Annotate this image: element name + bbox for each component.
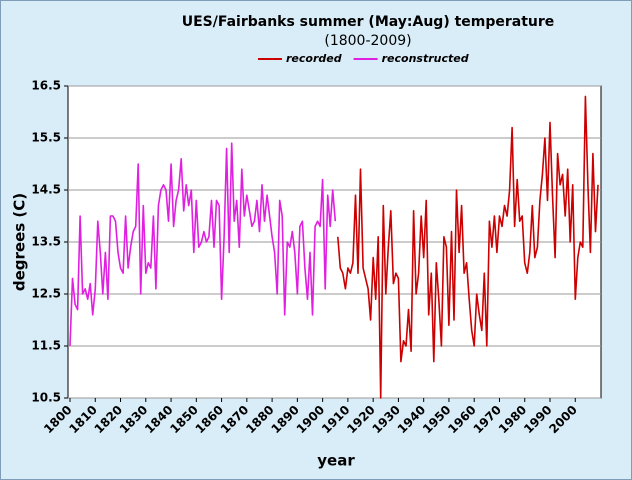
series-line [69, 142, 337, 347]
y-tick-label: 16.5 [31, 79, 61, 93]
y-tick-label: 14.5 [31, 183, 61, 197]
chart-title: UES/Fairbanks summer (May:Aug) temperatu… [182, 14, 555, 30]
x-axis-label: year [317, 452, 355, 470]
y-axis-label: degrees (C) [11, 193, 29, 291]
legend-label: recorded [286, 52, 342, 65]
y-tick-label: 13.5 [31, 235, 61, 249]
legend-label: reconstructed [382, 52, 469, 65]
chart-subtitle: (1800-2009) [324, 33, 411, 49]
y-tick-label: 10.5 [31, 391, 61, 405]
y-tick-label: 12.5 [31, 287, 61, 301]
series-line [337, 95, 599, 399]
y-tick-label: 15.5 [31, 131, 61, 145]
y-tick-label: 11.5 [31, 339, 61, 353]
